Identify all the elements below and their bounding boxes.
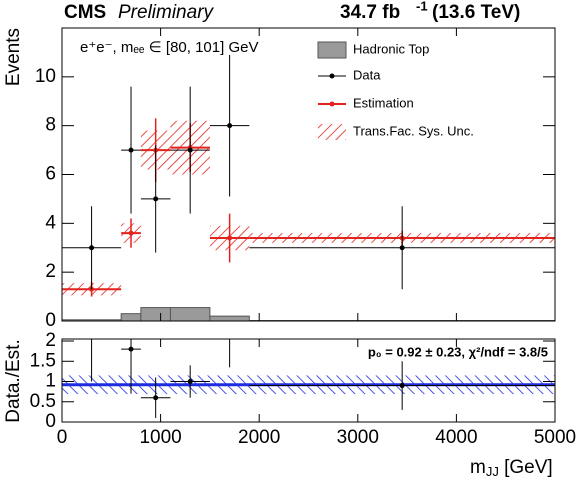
- channel-label: e⁺e⁻, mₑₑ ∈ [80, 101] GeV: [80, 39, 258, 56]
- lumi-exponent: -1: [416, 0, 428, 13]
- data-point: [227, 123, 233, 129]
- experiment: CMS: [64, 2, 106, 23]
- plot-frame: [61, 27, 556, 322]
- hadronic-top-bar: [169, 307, 211, 321]
- x-axis-label-sub: JJ: [486, 464, 499, 479]
- x-tick-label: 1000: [139, 427, 181, 448]
- ratio-point: [187, 379, 193, 385]
- y-tick-label: 0: [45, 411, 56, 432]
- x-axis-label-main: m: [470, 457, 486, 478]
- legend-label: Data: [353, 67, 381, 82]
- y-tick-label: 2: [45, 261, 56, 282]
- legend-label: Hadronic Top: [353, 41, 429, 56]
- y-tick-label: 10: [35, 66, 56, 87]
- legend-swatch: [329, 101, 335, 107]
- data-point: [153, 196, 159, 202]
- y-tick-label: 2: [45, 330, 56, 351]
- plot-frame: [61, 338, 556, 423]
- ratio-axis-label: Data./Est.: [3, 339, 24, 422]
- x-tick-label: 3000: [337, 427, 379, 448]
- legend-label: Trans.Fac. Sys. Unc.: [353, 123, 474, 138]
- hadronic-top-bar: [209, 315, 250, 321]
- y-tick-label: 0.5: [30, 391, 56, 412]
- status: Preliminary: [118, 2, 215, 23]
- x-tick-label: 0: [57, 427, 68, 448]
- legend-swatch: [318, 124, 346, 140]
- data-point: [399, 245, 405, 251]
- legend-label: Estimation: [353, 95, 414, 110]
- y-tick-label: 1: [45, 371, 56, 392]
- y-tick-label: 6: [45, 164, 56, 185]
- estimation-point: [128, 230, 134, 236]
- legend-swatch: [329, 73, 335, 79]
- energy: (13.6 TeV): [432, 2, 520, 23]
- y-tick-label: 4: [45, 212, 56, 233]
- y-tick-label: 1.5: [30, 350, 56, 371]
- x-axis-label-unit: [GeV]: [499, 457, 553, 478]
- ratio-point: [89, 326, 94, 331]
- y-tick-label: 0: [45, 310, 56, 331]
- ratio-point: [227, 324, 232, 329]
- legend-swatch: [317, 41, 347, 59]
- estimation-point: [227, 235, 233, 241]
- x-tick-label: 5000: [534, 427, 576, 448]
- lumi: 34.7 fb: [340, 2, 400, 23]
- x-tick-label: 4000: [435, 427, 477, 448]
- ratio-point: [128, 346, 134, 352]
- hadronic-top-bar: [120, 313, 142, 321]
- data-point: [89, 245, 95, 251]
- fit-label: p₀ = 0.92 ± 0.23, χ²/ndf = 3.8/5: [368, 344, 548, 359]
- hadronic-top-bar: [140, 307, 171, 321]
- y-tick-label: 8: [45, 115, 56, 136]
- x-axis-label: mJJ [GeV]: [470, 457, 553, 479]
- y-axis-label: Events: [3, 28, 24, 86]
- ratio-point: [399, 383, 405, 389]
- data-point: [128, 147, 134, 153]
- data-point: [187, 147, 193, 153]
- x-tick-label: 2000: [238, 427, 280, 448]
- ratio-point: [153, 395, 159, 401]
